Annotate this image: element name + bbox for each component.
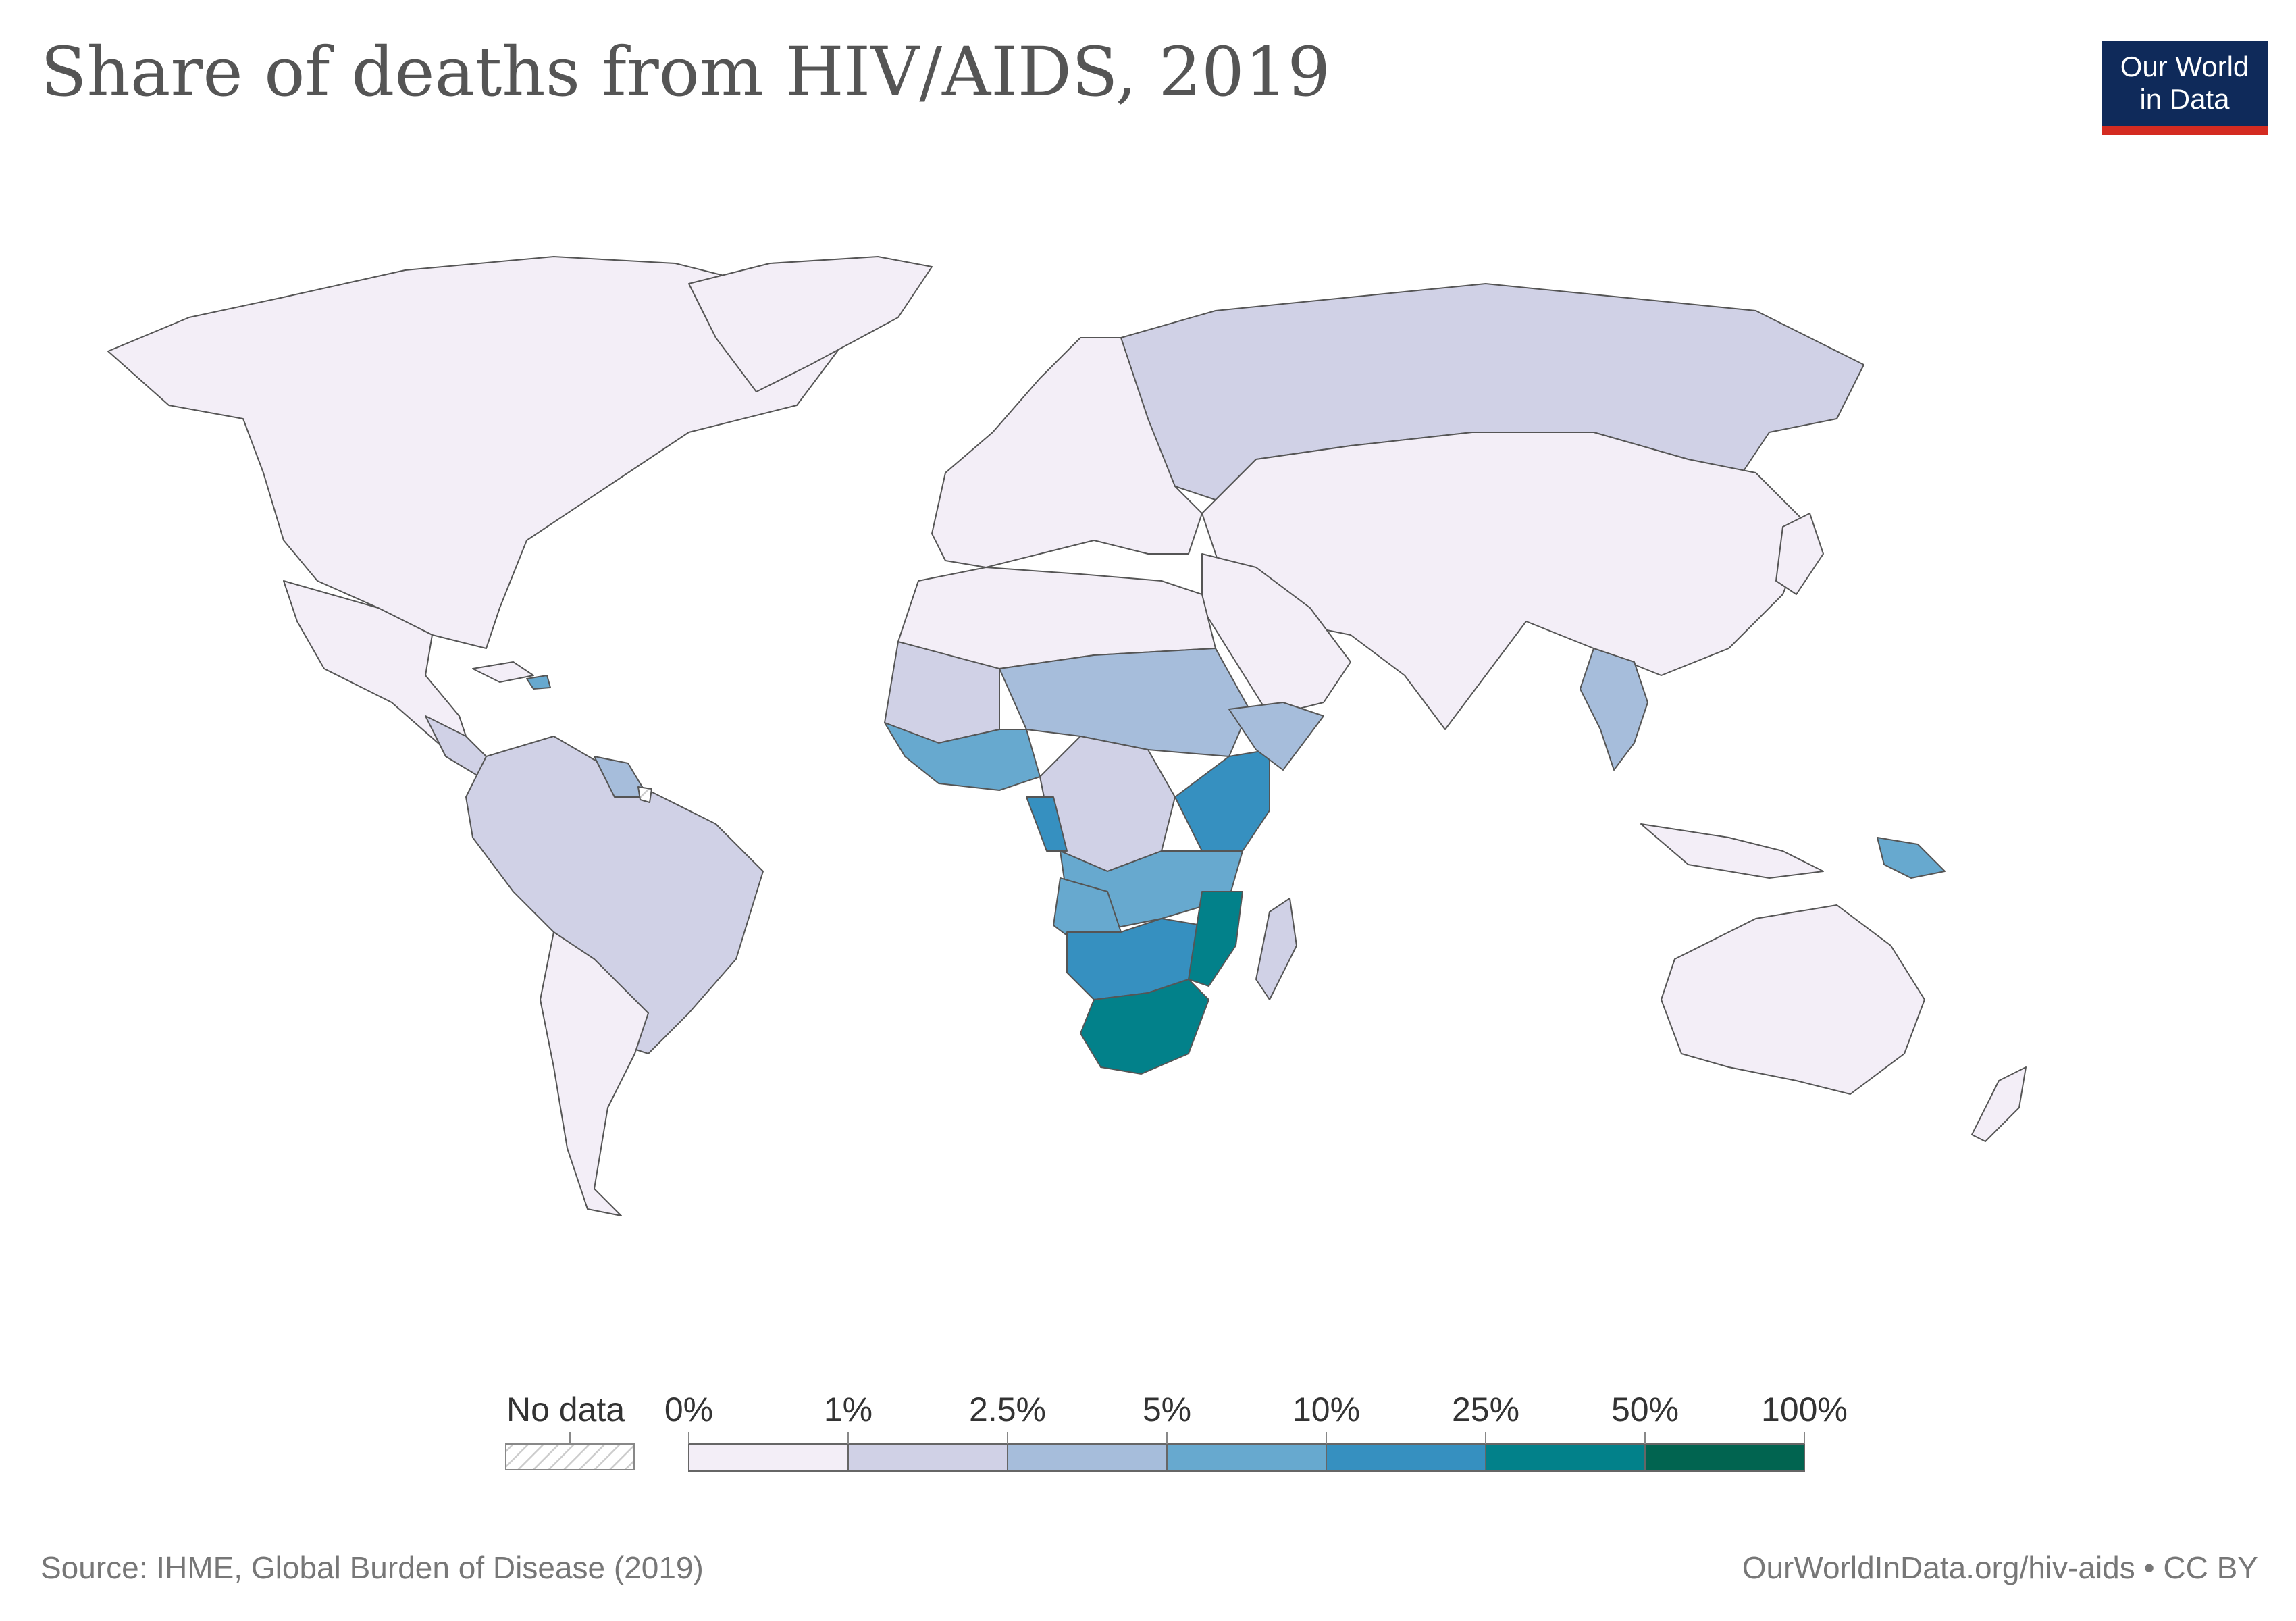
chart-title: Share of deaths from HIV/AIDS, 2019	[41, 32, 1330, 111]
region-south-america[interactable]	[465, 736, 764, 1054]
legend-no-data-swatch	[505, 1443, 635, 1470]
region-new-zealand[interactable]	[1971, 1066, 2027, 1142]
region-indonesia[interactable]	[1640, 823, 1824, 879]
region-caribbean[interactable]	[472, 661, 534, 683]
legend-label-0: 0%	[664, 1391, 714, 1429]
legend-bin-0[interactable]	[688, 1443, 849, 1472]
legend-label-2: 2.5%	[969, 1391, 1046, 1429]
region-southern-cone[interactable]	[540, 931, 649, 1216]
legend-label-3: 5%	[1142, 1391, 1192, 1429]
region-haiti[interactable]	[526, 675, 551, 690]
region-horn-of-africa[interactable]	[1228, 702, 1324, 771]
region-greenland[interactable]	[688, 256, 933, 392]
region-australia[interactable]	[1661, 904, 1925, 1095]
region-asia[interactable]	[1201, 432, 1810, 730]
legend-bin-4[interactable]	[1326, 1443, 1486, 1472]
legend-label-6: 50%	[1611, 1391, 1679, 1429]
legend-bin-1[interactable]	[847, 1443, 1008, 1472]
legend-no-data-label: No data	[506, 1391, 625, 1429]
legend-bin-2[interactable]	[1007, 1443, 1168, 1472]
region-north-america[interactable]	[107, 256, 838, 649]
region-south-africa[interactable]	[1080, 979, 1209, 1075]
region-papua-new-guinea[interactable]	[1877, 837, 1946, 879]
region-gabon-congo[interactable]	[1026, 796, 1068, 852]
region-sahel-east[interactable]	[999, 648, 1250, 757]
owid-logo[interactable]: Our World in Data	[2102, 41, 2268, 135]
legend-label-4: 10%	[1292, 1391, 1361, 1429]
region-southeast-asia[interactable]	[1580, 648, 1648, 771]
region-mozambique[interactable]	[1188, 891, 1243, 987]
region-madagascar[interactable]	[1255, 898, 1297, 1000]
legend-label-7: 100%	[1761, 1391, 1848, 1429]
logo-line-2: in Data	[2139, 83, 2230, 115]
legend-bin-5[interactable]	[1485, 1443, 1646, 1472]
legend-bin-3[interactable]	[1166, 1443, 1327, 1472]
region-middle-east[interactable]	[1201, 553, 1351, 717]
legend-label-5: 25%	[1451, 1391, 1520, 1429]
region-japan[interactable]	[1775, 513, 1824, 595]
logo-line-1: Our World	[2120, 51, 2249, 82]
legend-bin-6[interactable]	[1644, 1443, 1805, 1472]
region-french-guiana[interactable]	[637, 786, 652, 803]
region-east-africa[interactable]	[1174, 749, 1270, 852]
legend-label-1: 1%	[823, 1391, 873, 1429]
source-note[interactable]: Source: IHME, Global Burden of Disease (…	[41, 1550, 704, 1585]
source-url[interactable]: OurWorldInData.org/hiv-aids • CC BY	[1742, 1550, 2258, 1585]
legend	[505, 1432, 1805, 1472]
